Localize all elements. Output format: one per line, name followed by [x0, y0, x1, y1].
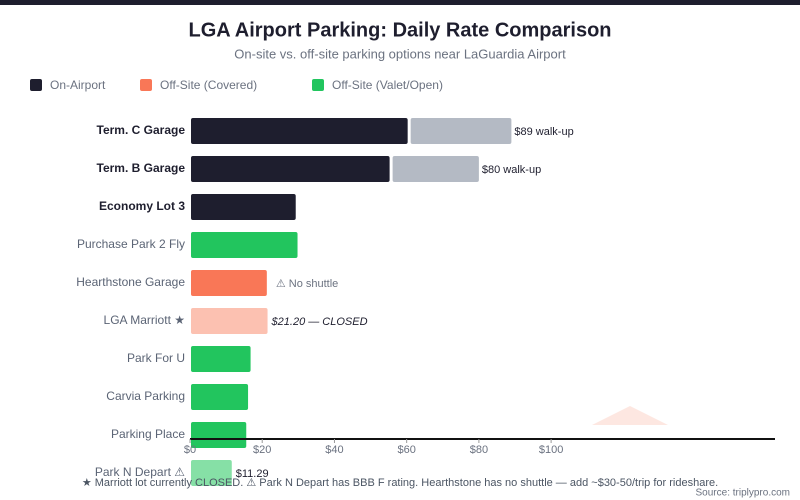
category-label: Purchase Park 2 Fly — [77, 237, 185, 251]
category-label: Term. C Garage — [97, 123, 186, 137]
legend-swatch — [312, 79, 324, 91]
chart-subtitle: On-site vs. off-site parking options nea… — [234, 46, 566, 61]
x-tick-label: $80 — [470, 444, 488, 456]
legend-swatch — [140, 79, 152, 91]
legend-swatch — [30, 79, 42, 91]
walkup-bar — [392, 156, 479, 182]
bar — [191, 270, 267, 296]
category-label: Hearthstone Garage — [76, 275, 185, 289]
x-tick-label: $20 — [253, 444, 271, 456]
x-tick-label: $60 — [397, 444, 415, 456]
category-label: Economy Lot 3 — [99, 199, 185, 213]
walkup-label: $80 walk-up — [482, 164, 541, 176]
top-strip — [0, 0, 800, 5]
category-label: Parking Place — [111, 427, 185, 441]
decoration — [592, 406, 668, 425]
category-label: Carvia Parking — [106, 389, 185, 403]
category-label: Park N Depart ⚠ — [95, 465, 185, 479]
bar — [191, 422, 247, 448]
bar — [191, 384, 249, 410]
footnote: ★ Marriott lot currently CLOSED. ⚠ Park … — [82, 477, 718, 489]
bar — [191, 194, 296, 220]
chart-title: LGA Airport Parking: Daily Rate Comparis… — [188, 19, 611, 41]
x-tick-label: $100 — [539, 444, 563, 456]
category-label: Term. B Garage — [97, 161, 186, 175]
value-label: $11.29 — [236, 468, 269, 480]
category-label: Park For U — [127, 351, 185, 365]
category-label: LGA Marriott ★ — [104, 313, 185, 327]
x-tick-label: $0 — [184, 444, 196, 456]
bar — [191, 346, 251, 372]
walkup-label: $89 walk-up — [514, 126, 573, 138]
x-tick-label: $40 — [325, 444, 343, 456]
bar — [191, 460, 232, 486]
bar — [191, 118, 408, 144]
note-label: ⚠ No shuttle — [276, 278, 338, 290]
legend-label: Off-Site (Valet/Open) — [332, 78, 443, 92]
bar — [191, 232, 298, 258]
source: Source: triplypro.com — [696, 488, 790, 499]
bar — [191, 156, 390, 182]
bar — [191, 308, 268, 334]
legend-label: Off-Site (Covered) — [160, 78, 257, 92]
value-label: $21.20 — CLOSED — [271, 316, 368, 328]
walkup-bar — [410, 118, 512, 144]
legend-label: On-Airport — [50, 78, 106, 92]
